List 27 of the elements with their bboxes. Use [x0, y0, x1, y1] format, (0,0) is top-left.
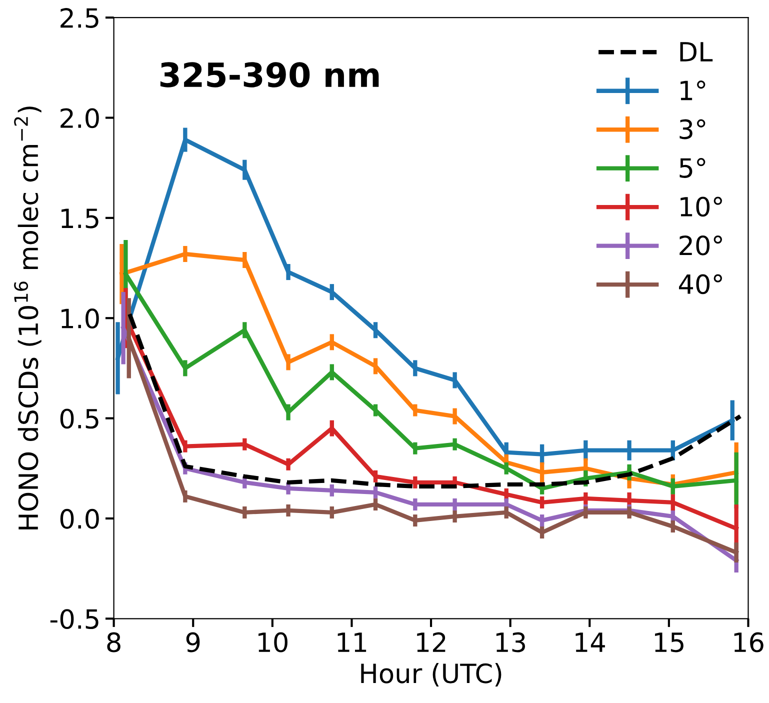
legend-label: 1° — [680, 80, 706, 100]
x-tick-label: 15 — [655, 632, 684, 652]
annotation: 325-390 nm — [160, 62, 379, 88]
y-tick-label: 2.5 — [60, 8, 98, 28]
y-tick-label: 0.0 — [60, 508, 99, 529]
x-tick-label: 11 — [338, 632, 366, 652]
y-axis-title: HONO dSCDs (10$^{16}$ molec cm$^{−2}$) — [14, 106, 42, 530]
y-tick-label: 1.0 — [62, 308, 99, 329]
x-tick-label: 13 — [496, 632, 525, 652]
y-tick-label: 2.0 — [60, 108, 99, 128]
legend-label: 40° — [679, 274, 722, 294]
x-tick-label: 9 — [186, 632, 200, 652]
y-tick-label: 1.5 — [62, 208, 98, 228]
x-tick-label: 10 — [258, 632, 288, 652]
x-axis-title: Hour (UTC) — [361, 662, 502, 686]
y-tick-label: 0.5 — [60, 408, 98, 429]
x-tick-label: 14 — [576, 632, 605, 652]
legend-label: DL — [680, 42, 713, 62]
legend-label: 10° — [680, 196, 722, 217]
legend-label: 20° — [680, 235, 722, 256]
x-tick-label: 16 — [734, 632, 764, 652]
legend-label: 3° — [680, 119, 706, 140]
y-tick-label: -0.5 — [50, 609, 98, 630]
legend-label: 5° — [680, 158, 706, 178]
line-series — [128, 312, 742, 488]
x-tick-label: 12 — [417, 632, 446, 652]
x-tick-label: 8 — [107, 632, 120, 652]
